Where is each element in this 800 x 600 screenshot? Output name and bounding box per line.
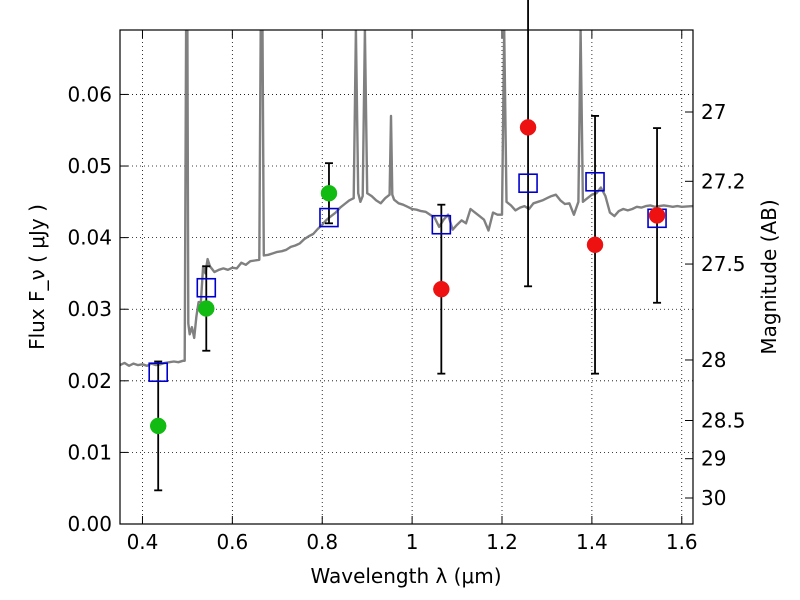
red-data-point bbox=[433, 280, 450, 298]
series-layer bbox=[120, 30, 693, 367]
model-photometry-square bbox=[431, 214, 452, 235]
y2-ticks: 27 27.2 27.5 28 28.5 29 30 bbox=[685, 100, 746, 510]
model-photometry-square bbox=[319, 207, 339, 228]
y2-tick-label: 27.5 bbox=[701, 252, 746, 276]
model-photometry-square bbox=[518, 173, 538, 194]
red-data-point bbox=[648, 207, 666, 224]
y2-tick-label: 28 bbox=[701, 348, 726, 372]
green-data-point bbox=[320, 184, 338, 202]
y2-tick-label: 29 bbox=[701, 447, 726, 471]
model-spectrum-line bbox=[120, 30, 693, 367]
red-data-point bbox=[586, 236, 604, 254]
plot-area bbox=[120, 30, 693, 367]
x-tick-label: 1.4 bbox=[576, 530, 608, 554]
green-data-point bbox=[198, 300, 215, 317]
y-tick-label: 0.02 bbox=[67, 369, 112, 393]
x-tick-label: 1.2 bbox=[486, 530, 518, 554]
markers bbox=[148, 119, 667, 435]
x-tick-label: 0.8 bbox=[306, 530, 338, 554]
x-tick-label: 1 bbox=[406, 530, 419, 554]
x-tick-label: 1.6 bbox=[666, 530, 698, 554]
x-ticks: 0.4 0.6 0.8 1 1.2 1.4 1.6 bbox=[127, 30, 698, 554]
y2-tick-label: 28.5 bbox=[701, 409, 746, 433]
y2-tick-label: 27.2 bbox=[701, 169, 746, 193]
plot-background bbox=[120, 30, 693, 524]
y-ticks: 0.00 0.01 0.02 0.03 0.04 0.05 0.06 bbox=[67, 82, 128, 536]
y-tick-label: 0.03 bbox=[67, 297, 112, 321]
y-tick-label: 0.01 bbox=[67, 440, 112, 464]
x-tick-label: 0.6 bbox=[216, 530, 248, 554]
model-photometry-square bbox=[148, 362, 168, 383]
y-axis-label: Flux F_ν ( μJy ) bbox=[25, 204, 49, 350]
plot-frame bbox=[119, 29, 694, 525]
y2-tick-label: 27 bbox=[701, 100, 726, 124]
y-tick-label: 0.00 bbox=[67, 512, 112, 536]
y2-axis-label: Magnitude (AB) bbox=[757, 199, 781, 354]
green-data-point bbox=[149, 417, 167, 435]
x-tick-label: 0.4 bbox=[127, 530, 159, 554]
model-photometry-square bbox=[196, 277, 217, 298]
red-data-point bbox=[519, 119, 537, 136]
y-tick-label: 0.04 bbox=[67, 226, 112, 250]
x-axis-label: Wavelength λ (μm) bbox=[310, 564, 501, 588]
y-tick-label: 0.05 bbox=[67, 154, 112, 178]
model-photometry-square bbox=[585, 171, 605, 192]
y2-tick-label: 30 bbox=[701, 486, 726, 510]
y-tick-label: 0.06 bbox=[67, 82, 112, 106]
